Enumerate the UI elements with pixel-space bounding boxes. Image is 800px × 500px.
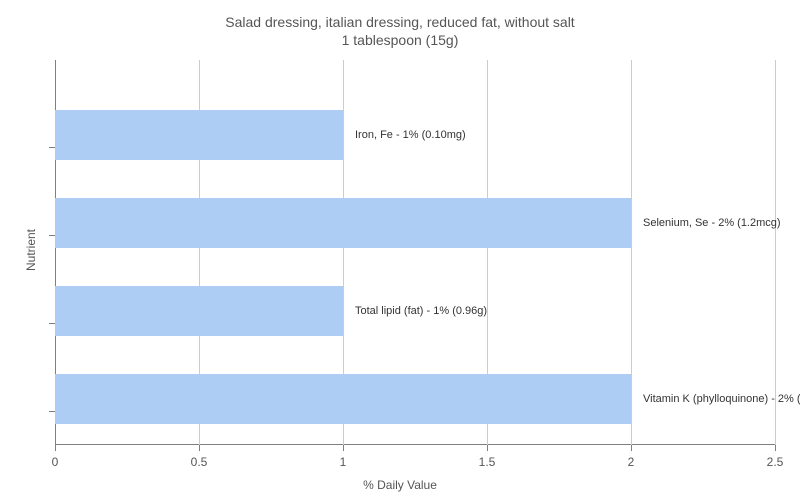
x-tick-label: 2.5 (767, 455, 784, 469)
gridline (775, 60, 776, 445)
bar (55, 374, 631, 424)
nutrient-bar-chart: Salad dressing, italian dressing, reduce… (0, 0, 800, 500)
x-tick-label: 1 (340, 455, 347, 469)
y-tick (49, 147, 55, 148)
y-axis-label: Nutrient (24, 229, 38, 271)
bar-label: Total lipid (fat) - 1% (0.96g) (355, 305, 487, 317)
bar (55, 110, 343, 160)
x-tick (631, 445, 632, 451)
x-tick (775, 445, 776, 451)
bar-label: Vitamin K (phylloquinone) - 2% (1.9mcg) (643, 393, 800, 405)
gridline (631, 60, 632, 445)
x-tick (487, 445, 488, 451)
y-tick (49, 235, 55, 236)
y-tick (49, 323, 55, 324)
x-tick-label: 1.5 (479, 455, 496, 469)
bar (55, 198, 631, 248)
x-tick-label: 0 (52, 455, 59, 469)
plot-area: 00.511.522.5Iron, Fe - 1% (0.10mg)Seleni… (55, 60, 775, 445)
chart-title-line1: Salad dressing, italian dressing, reduce… (0, 14, 800, 30)
y-tick (49, 411, 55, 412)
x-axis-line (55, 444, 775, 445)
x-axis-label: % Daily Value (0, 478, 800, 492)
x-tick (199, 445, 200, 451)
chart-title-line2: 1 tablespoon (15g) (0, 32, 800, 48)
x-tick (343, 445, 344, 451)
bar-label: Iron, Fe - 1% (0.10mg) (355, 129, 466, 141)
x-tick-label: 2 (628, 455, 635, 469)
x-tick (55, 445, 56, 451)
bar (55, 286, 343, 336)
x-tick-label: 0.5 (191, 455, 208, 469)
bar-label: Selenium, Se - 2% (1.2mcg) (643, 217, 781, 229)
